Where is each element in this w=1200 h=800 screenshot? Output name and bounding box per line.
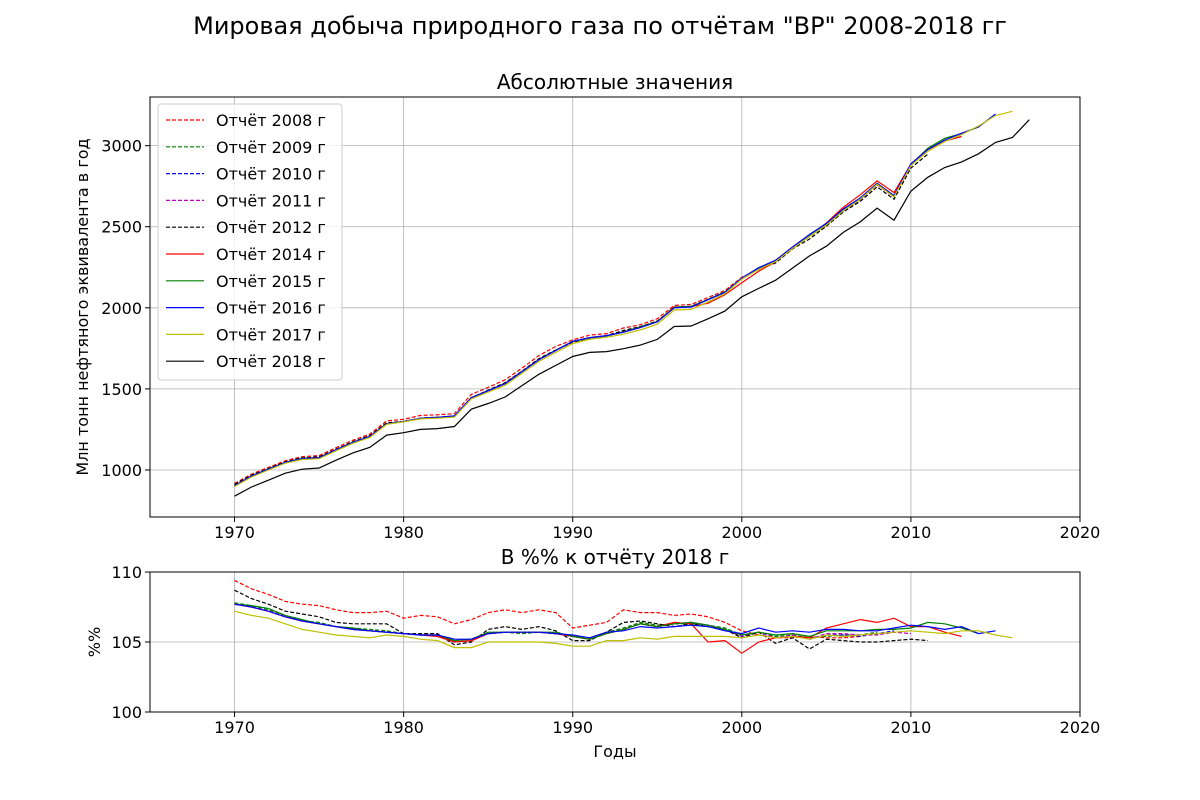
legend-label-отчёт-2014-г: Отчёт 2014 г [216,245,326,264]
top-series-line-отчёт-2015-г [234,126,979,487]
legend-label-отчёт-2009-г: Отчёт 2009 г [216,138,326,157]
legend-label-отчёт-2017-г: Отчёт 2017 г [216,325,326,344]
bottom-series-line-отчёт-2015-г [234,603,979,642]
bottom-ytick-label-105: 105 [111,633,142,652]
bottom-x-axis-label: Годы [593,742,636,761]
top-series-group [234,110,1030,497]
top-axes-frame [149,96,1081,518]
bottom-ytick-label-110: 110 [111,563,142,582]
top-series-line-отчёт-2017-г [234,110,1013,488]
bottom-xtick-label-1980: 1980 [383,718,424,737]
bottom-xtick-label-2020: 2020 [1060,718,1101,737]
percent-plot: В %% к отчёту 2018 г 1970 1980 1990 2000 201… [85,545,1100,761]
bottom-y-axis-label: %% [85,627,104,657]
top-y-axis-label: Млн тонн нефтяного эквивалента в год [73,138,92,475]
bottom-series-line-отчёт-2009-г [234,602,878,643]
bottom-ticks: 1970 1980 1990 2000 2010 2020 100 105 110 [111,563,1100,737]
bottom-series-line-отчёт-2008-г [234,579,861,639]
top-xtick-label-2000: 2000 [721,523,762,542]
top-ticks: 1970 1980 1990 2000 2010 2020 1000 1500 2000 2500… [101,137,1100,542]
bottom-series-line-отчёт-2012-г [234,589,928,650]
top-xtick-label-1990: 1990 [552,523,593,542]
bottom-xtick-label-2000: 2000 [721,718,762,737]
bottom-series-line-отчёт-2016-г [234,603,996,640]
legend-label-отчёт-2016-г: Отчёт 2016 г [216,299,326,318]
bottom-xtick-label-2010: 2010 [891,718,932,737]
bottom-series-group [234,579,1013,654]
top-ytick-label-2500: 2500 [101,218,142,237]
legend-label-отчёт-2011-г: Отчёт 2011 г [216,191,326,210]
legend: Отчёт 2008 г Отчёт 2009 г Отчёт 2010 г Отчё… [157,103,343,381]
top-series-line-отчёт-2016-г [234,113,996,487]
legend-label-отчёт-2015-г: Отчёт 2015 г [216,272,326,291]
legend-label-отчёт-2012-г: Отчёт 2012 г [216,218,326,237]
top-ytick-label-2000: 2000 [101,299,142,318]
bottom-ytick-label-100: 100 [111,703,142,722]
top-ytick-label-1500: 1500 [101,380,142,399]
top-xtick-label-2020: 2020 [1060,523,1101,542]
top-series-line-отчёт-2008-г [234,199,861,485]
legend-label-отчёт-2008-г: Отчёт 2008 г [216,111,326,130]
top-xtick-label-1970: 1970 [214,523,255,542]
top-ytick-label-1000: 1000 [101,461,142,480]
bottom-xtick-label-1970: 1970 [214,718,255,737]
bottom-grid [150,571,1081,713]
top-ytick-label-3000: 3000 [101,137,142,156]
figure-title: Мировая добыча природного газа по отчёта… [193,12,1007,40]
bottom-xtick-label-1990: 1990 [552,718,593,737]
bottom-plot-title: В %% к отчёту 2018 г [501,545,730,569]
top-xtick-label-2010: 2010 [891,523,932,542]
bottom-series-line-отчёт-2017-г [234,610,1013,649]
top-series-line-отчёт-2014-г [234,135,962,487]
legend-label-отчёт-2018-г: Отчёт 2018 г [216,352,326,371]
legend-label-отчёт-2010-г: Отчёт 2010 г [216,165,326,184]
top-xtick-label-1980: 1980 [383,523,424,542]
absolute-values-plot: Абсолютные значения 1970 1980 1990 2000 2010… [73,70,1100,542]
top-series-line-отчёт-2018-г [234,119,1030,497]
top-plot-title: Абсолютные значения [497,70,733,94]
